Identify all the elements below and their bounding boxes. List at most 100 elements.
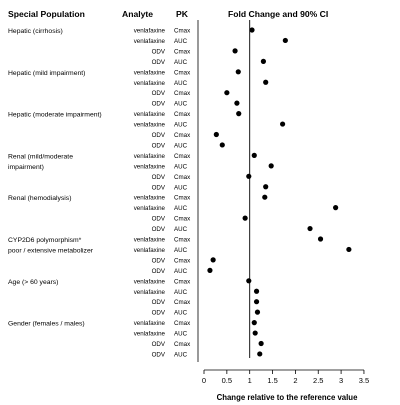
analyte-label: venlafaxine (134, 247, 166, 254)
group-label: Hepatic (moderate impairment) (8, 112, 102, 119)
analyte-label: ODV (152, 216, 166, 223)
analyte-label: ODV (152, 226, 166, 233)
data-point (263, 184, 269, 190)
data-point (254, 309, 261, 315)
pk-label: AUC (174, 163, 188, 170)
data-point (280, 121, 286, 127)
x-tick-label: 0 (202, 376, 206, 385)
pk-label: AUC (174, 59, 188, 66)
pk-label: Cmax (174, 278, 191, 285)
pk-label: Cmax (174, 28, 191, 35)
analyte-label: venlafaxine (134, 38, 166, 45)
header-analyte: Analyte (122, 9, 154, 19)
analyte-label: ODV (152, 299, 166, 306)
data-point (258, 340, 264, 347)
data-point (232, 48, 238, 54)
data-point (234, 100, 240, 106)
analyte-label: venlafaxine (134, 278, 166, 285)
pk-label: Cmax (174, 69, 191, 76)
data-point (253, 299, 260, 305)
data-point (257, 351, 263, 357)
analyte-label: ODV (152, 310, 166, 317)
data-point (207, 267, 213, 273)
data-point (246, 173, 252, 179)
data-point (235, 69, 241, 75)
analyte-label: venlafaxine (134, 205, 166, 212)
pk-label: AUC (174, 38, 188, 45)
pk-label: Cmax (174, 48, 191, 55)
analyte-label: venlafaxine (134, 69, 166, 76)
data-point (224, 90, 230, 96)
pk-label: AUC (174, 80, 188, 87)
chart-title: Fold Change and 90% CI (228, 9, 329, 19)
data-point (307, 225, 313, 232)
group-label: Age (> 60 years) (8, 279, 58, 286)
analyte-label: venlafaxine (134, 111, 166, 118)
pk-label: Cmax (174, 320, 191, 327)
x-tick-label: 3.5 (359, 376, 369, 385)
analyte-label: ODV (152, 48, 166, 55)
group-label: Gender (females / males) (8, 321, 85, 328)
pk-label: AUC (174, 142, 188, 149)
pk-label: AUC (174, 205, 188, 212)
analyte-label: venlafaxine (134, 122, 166, 129)
analyte-label: ODV (152, 184, 166, 191)
data-point (219, 142, 225, 148)
group-label: impairment) (8, 164, 44, 171)
data-point (263, 79, 269, 85)
analyte-label: venlafaxine (134, 163, 166, 170)
data-point (262, 194, 268, 200)
data-point (333, 205, 339, 211)
analyte-label: ODV (152, 257, 166, 264)
x-tick-label: 1.5 (267, 376, 277, 385)
pk-label: Cmax (174, 195, 191, 202)
pk-label: AUC (174, 351, 188, 358)
group-label: Hepatic (mild impairment) (8, 70, 85, 77)
pk-label: AUC (174, 184, 188, 191)
analyte-label: venlafaxine (134, 28, 166, 35)
header-pk: PK (176, 9, 188, 19)
pk-label: Cmax (174, 153, 191, 160)
pk-label: Cmax (174, 216, 191, 223)
data-point (268, 163, 274, 169)
analyte-label: ODV (152, 174, 166, 181)
data-point (346, 246, 352, 253)
data-point (249, 27, 255, 33)
analyte-label: ODV (152, 59, 166, 66)
data-point (246, 278, 252, 284)
pk-label: AUC (174, 226, 188, 233)
x-tick-label: 2 (293, 376, 297, 385)
pk-label: Cmax (174, 341, 191, 348)
data-point (236, 111, 242, 117)
analyte-label: venlafaxine (134, 289, 166, 296)
analyte-label: ODV (152, 132, 166, 139)
pk-label: Cmax (174, 132, 191, 139)
pk-label: AUC (174, 122, 188, 129)
x-tick-label: 0.5 (222, 376, 232, 385)
pk-label: AUC (174, 268, 188, 275)
analyte-label: ODV (152, 351, 166, 358)
analyte-label: venlafaxine (134, 320, 166, 327)
data-point (253, 288, 260, 294)
group-label: poor / extensive metabolizer (8, 247, 94, 254)
analyte-label: venlafaxine (134, 331, 166, 338)
x-axis-label: Change relative to the reference value (217, 393, 358, 402)
data-point (260, 58, 267, 64)
data-point (251, 320, 257, 326)
pk-label: AUC (174, 289, 188, 296)
pk-label: Cmax (174, 90, 191, 97)
analyte-label: ODV (152, 341, 166, 348)
data-point (317, 236, 324, 242)
x-tick-label: 2.5 (313, 376, 323, 385)
pk-label: AUC (174, 247, 188, 254)
group-label: CYP2D6 polymorphism* (8, 237, 82, 244)
x-tick-label: 3 (339, 376, 343, 385)
header-special-population: Special Population (8, 9, 85, 19)
data-point (210, 257, 216, 263)
x-tick-label: 1 (248, 376, 252, 385)
data-point (251, 152, 257, 158)
analyte-label: ODV (152, 268, 166, 275)
pk-label: AUC (174, 101, 188, 108)
analyte-label: venlafaxine (134, 195, 166, 202)
